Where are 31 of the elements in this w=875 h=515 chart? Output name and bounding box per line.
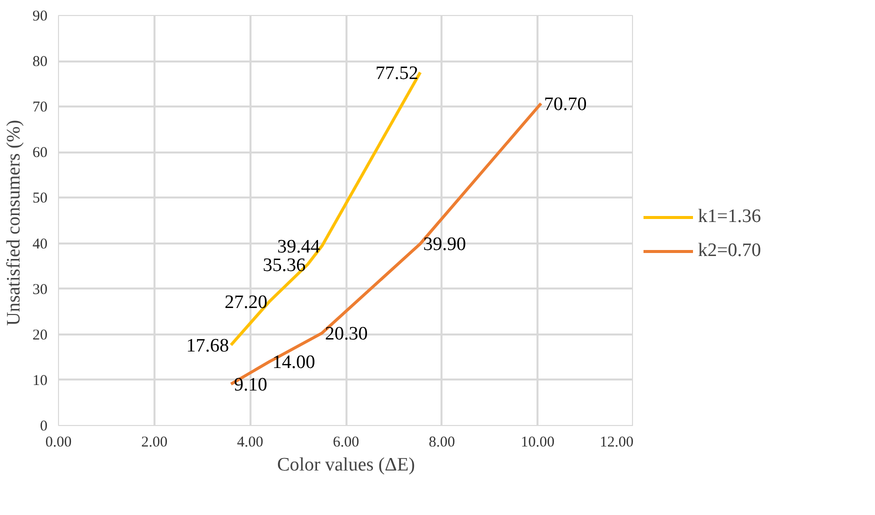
y-tick-label: 90 — [32, 8, 48, 24]
x-tick-label: 6.00 — [332, 434, 360, 450]
x-tick-label: 2.00 — [141, 434, 168, 450]
legend-label: k1=1.36 — [698, 206, 761, 228]
y-tick-label: 70 — [32, 100, 48, 116]
y-tick-label: 60 — [32, 145, 48, 162]
text: 20.30 — [325, 324, 368, 345]
text: 27.20 — [224, 292, 268, 314]
text: 77.52 — [376, 62, 418, 84]
text: 9.10 — [234, 374, 268, 396]
y-tick-label: 40 — [32, 236, 48, 252]
x-tick-label: 12.00 — [600, 434, 634, 450]
text: 39.90 — [423, 234, 466, 256]
text: 35.36 — [262, 254, 306, 276]
text: 17.68 — [186, 335, 229, 356]
x-tick-label: 4.00 — [237, 434, 264, 450]
legend-label: k2=0.70 — [698, 240, 761, 262]
x-axis-title: Color values (ΔE) — [277, 454, 415, 476]
y-tick-label: 20 — [32, 327, 48, 344]
y-axis-title: Unsatisfied consumers (%) — [4, 120, 24, 326]
text: 70.70 — [544, 94, 587, 115]
y-tick-label: 30 — [32, 282, 48, 298]
text: 14.00 — [272, 352, 316, 374]
x-tick-label: 8.00 — [428, 434, 455, 450]
y-tick-label: 10 — [32, 372, 48, 389]
y-tick-label: 80 — [32, 54, 48, 70]
y-tick-label: 0 — [40, 418, 48, 434]
text: 39.44 — [277, 236, 320, 258]
x-tick-label: 0.00 — [45, 434, 72, 450]
y-tick-label: 50 — [32, 190, 48, 207]
x-tick-label: 10.00 — [520, 434, 555, 450]
